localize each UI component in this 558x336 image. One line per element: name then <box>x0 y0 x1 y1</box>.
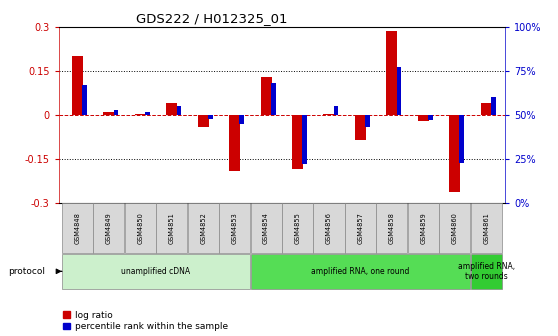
Bar <box>251 203 282 253</box>
Bar <box>428 115 433 120</box>
Bar <box>239 115 244 124</box>
Bar <box>334 106 339 115</box>
Bar <box>397 68 401 115</box>
Bar <box>261 77 272 115</box>
Bar <box>135 114 146 115</box>
Bar <box>198 115 209 127</box>
Text: GSM4855: GSM4855 <box>295 212 301 244</box>
Bar <box>324 114 334 115</box>
Bar <box>271 83 276 115</box>
Bar <box>251 254 470 289</box>
Bar <box>282 203 313 253</box>
Bar <box>345 203 376 253</box>
Bar <box>386 31 397 115</box>
Bar <box>187 203 219 253</box>
Bar <box>125 203 156 253</box>
Text: GSM4853: GSM4853 <box>232 212 238 244</box>
Text: amplified RNA,
two rounds: amplified RNA, two rounds <box>458 262 514 281</box>
Bar <box>376 203 407 253</box>
Text: GSM4861: GSM4861 <box>483 212 489 244</box>
Text: unamplified cDNA: unamplified cDNA <box>122 267 191 276</box>
Text: GSM4857: GSM4857 <box>357 212 363 244</box>
Bar <box>166 103 177 115</box>
Bar <box>176 106 181 115</box>
Text: GSM4850: GSM4850 <box>137 212 143 244</box>
Text: GSM4854: GSM4854 <box>263 212 269 244</box>
Text: GSM4851: GSM4851 <box>169 212 175 244</box>
Bar <box>459 115 464 163</box>
Bar <box>365 115 370 127</box>
Bar <box>302 115 307 164</box>
Text: GSM4860: GSM4860 <box>451 212 458 244</box>
Bar <box>408 203 439 253</box>
Bar <box>62 203 93 253</box>
Bar <box>103 112 114 115</box>
Bar <box>491 97 496 115</box>
Bar <box>480 103 492 115</box>
Text: GSM4858: GSM4858 <box>389 212 395 244</box>
Bar <box>314 203 344 253</box>
Bar <box>355 115 366 140</box>
Bar <box>470 254 502 289</box>
Text: amplified RNA, one round: amplified RNA, one round <box>311 267 410 276</box>
Text: GSM4849: GSM4849 <box>106 212 112 244</box>
Bar <box>114 110 118 115</box>
Bar <box>62 254 250 289</box>
Bar <box>229 115 240 171</box>
Bar <box>208 115 213 119</box>
Text: GSM4856: GSM4856 <box>326 212 332 244</box>
Text: GSM4852: GSM4852 <box>200 212 206 244</box>
Legend: log ratio, percentile rank within the sample: log ratio, percentile rank within the sa… <box>63 311 228 332</box>
Bar <box>145 112 150 115</box>
Text: GSM4859: GSM4859 <box>420 212 426 244</box>
Bar <box>292 115 303 169</box>
Bar <box>470 203 502 253</box>
Text: GDS222 / H012325_01: GDS222 / H012325_01 <box>136 12 288 25</box>
Bar <box>449 115 460 192</box>
Text: GSM4848: GSM4848 <box>74 212 80 244</box>
Bar <box>219 203 250 253</box>
Bar <box>418 115 429 121</box>
Bar <box>156 203 187 253</box>
Bar <box>82 85 87 115</box>
Bar <box>93 203 124 253</box>
Text: protocol: protocol <box>8 267 45 276</box>
Bar <box>72 56 83 115</box>
Bar <box>439 203 470 253</box>
